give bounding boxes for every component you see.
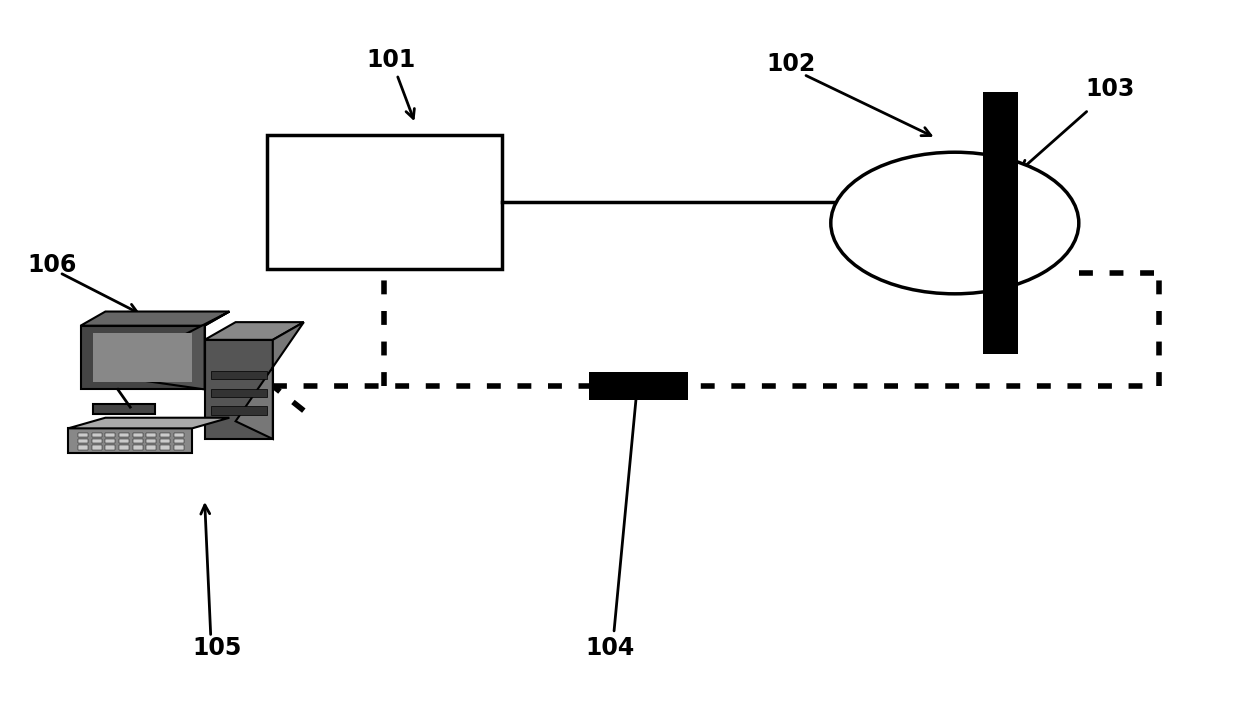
Bar bbox=[174, 445, 184, 450]
Bar bbox=[105, 439, 115, 443]
Bar bbox=[133, 439, 143, 443]
Text: 106: 106 bbox=[27, 253, 77, 278]
Bar bbox=[93, 404, 155, 414]
Bar bbox=[78, 445, 88, 450]
Bar bbox=[211, 371, 267, 379]
Bar bbox=[160, 445, 170, 450]
Circle shape bbox=[831, 152, 1079, 294]
Bar bbox=[174, 439, 184, 443]
Bar bbox=[211, 406, 267, 415]
Bar bbox=[983, 92, 1018, 354]
Polygon shape bbox=[236, 322, 304, 439]
Bar bbox=[92, 433, 102, 437]
Polygon shape bbox=[105, 312, 229, 389]
Bar bbox=[160, 439, 170, 443]
Bar bbox=[133, 445, 143, 450]
Polygon shape bbox=[68, 418, 229, 428]
Bar bbox=[146, 445, 156, 450]
Bar bbox=[205, 340, 273, 439]
Polygon shape bbox=[205, 322, 304, 340]
Bar bbox=[119, 439, 129, 443]
Bar bbox=[267, 135, 502, 269]
Bar bbox=[81, 326, 205, 389]
Text: 103: 103 bbox=[1085, 76, 1135, 101]
Bar bbox=[160, 433, 170, 437]
Bar bbox=[174, 433, 184, 437]
Bar bbox=[119, 445, 129, 450]
Text: 101: 101 bbox=[366, 48, 415, 72]
Bar bbox=[105, 445, 115, 450]
Bar bbox=[589, 372, 688, 400]
Bar bbox=[133, 433, 143, 437]
Bar bbox=[78, 439, 88, 443]
Bar bbox=[92, 439, 102, 443]
Bar bbox=[93, 333, 192, 382]
Bar bbox=[92, 445, 102, 450]
Bar bbox=[105, 433, 115, 437]
Bar bbox=[211, 389, 267, 397]
Bar bbox=[78, 433, 88, 437]
Bar bbox=[68, 428, 192, 453]
Text: 102: 102 bbox=[766, 52, 816, 76]
Text: 105: 105 bbox=[192, 636, 242, 660]
Bar bbox=[146, 439, 156, 443]
Bar bbox=[146, 433, 156, 437]
Polygon shape bbox=[81, 312, 229, 326]
Text: 104: 104 bbox=[585, 636, 635, 660]
Bar bbox=[119, 433, 129, 437]
